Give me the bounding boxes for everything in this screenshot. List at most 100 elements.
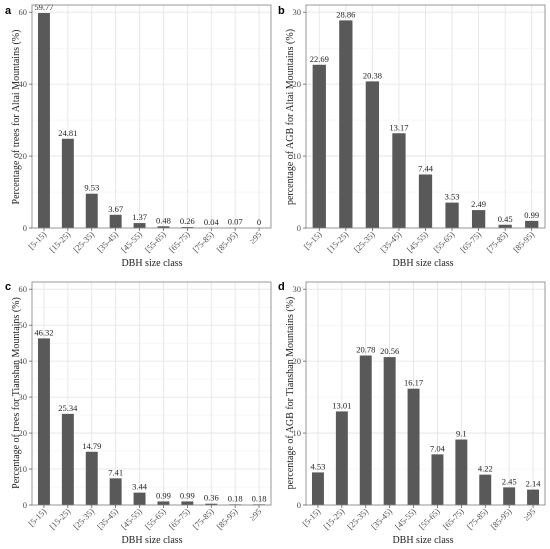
data-label: 28.86: [336, 9, 355, 19]
y-tick-label: 50: [19, 320, 28, 330]
x-axis-label: DBH size class: [121, 535, 182, 546]
data-label: 0: [257, 217, 261, 227]
bar-[45-55): [133, 492, 146, 505]
x-axis-label: DBH size class: [392, 535, 453, 546]
bar-[65-75): [181, 227, 194, 228]
bar-[65-75): [455, 439, 468, 505]
bar-[35-45): [109, 214, 122, 228]
chart-panel-d: 4.53 13.01 20.78 20.56 16.17 7.04 9.1 4.22 2.45 2…: [278, 281, 546, 546]
bar-[5-15): [37, 338, 50, 505]
data-label: 0.99: [180, 490, 195, 500]
data-label: 7.41: [108, 467, 123, 477]
data-label: 0.18: [228, 493, 243, 503]
data-label: 0.99: [156, 490, 171, 500]
y-axis-label: Percentage of trees for Altai Mountains …: [11, 30, 22, 205]
data-label: 46.32: [34, 327, 53, 337]
x-tick-label: [45-55): [405, 229, 430, 254]
data-label: 16.17: [404, 378, 423, 388]
y-tick-label: 30: [19, 392, 28, 402]
y-axis-label: percentage of AGB for Altai Mountains (%…: [285, 29, 296, 205]
bar-[65-75): [181, 501, 194, 505]
x-axis-label: DBH size class: [392, 258, 453, 269]
x-tick-label: [5-15): [26, 506, 48, 528]
bar-[35-45): [383, 357, 396, 505]
y-tick-label: 0: [297, 223, 301, 233]
bar-[25-35): [85, 193, 98, 228]
bar-[55-65): [157, 501, 170, 505]
data-label: 0.18: [252, 493, 267, 503]
data-label: 7.04: [430, 443, 446, 453]
x-tick-label: [75-85): [191, 506, 216, 531]
plot-area: 59.77 24.81 9.53 3.67 1.37 0.48 0.26 0.04 0.07 0 0…: [19, 2, 272, 254]
data-label: 2.14: [526, 479, 542, 489]
bar-[25-35): [85, 451, 98, 505]
x-tick-label: [55-65): [417, 506, 442, 531]
x-tick-label: [45-55): [119, 229, 144, 254]
x-tick-label: [45-55): [393, 506, 418, 531]
y-tick-label: 30: [293, 7, 302, 17]
chart-panel-b: 22.69 28.86 20.38 13.17 7.44 3.53 2.49 0.45 0.99…: [278, 4, 546, 269]
data-label: 20.56: [380, 346, 399, 356]
data-label: 0.36: [204, 493, 219, 503]
data-label: 3.44: [132, 482, 148, 492]
x-tick-label: [35-45): [369, 506, 394, 531]
bar-[15-25): [61, 138, 74, 228]
data-label: 2.49: [471, 199, 486, 209]
bar-[15-25): [335, 411, 348, 505]
data-label: 9.1: [456, 429, 467, 439]
x-tick-label: [35-45): [95, 506, 120, 531]
bar-[85-95): [503, 487, 516, 505]
bar-[15-25): [61, 413, 74, 505]
bar-[25-35): [359, 355, 372, 505]
bar-[75-85): [479, 474, 492, 505]
plot-area: 46.32 25.34 14.79 7.41 3.44 0.99 0.99 0.36 0.18 0…: [19, 281, 272, 531]
data-label: 20.78: [356, 345, 375, 355]
data-label: 2.45: [502, 476, 517, 486]
y-axis-label: percentage of AGB for Tianshan Mountains…: [285, 297, 296, 490]
data-label: 0.26: [180, 216, 195, 226]
y-tick-label: 30: [293, 284, 302, 294]
bar-[35-45): [109, 478, 122, 505]
plot-area: 22.69 28.86 20.38 13.17 7.44 3.53 2.49 0.45 0.99…: [293, 4, 546, 254]
data-label: 3.53: [445, 192, 460, 202]
data-label: 3.67: [108, 204, 123, 214]
y-tick-label: 10: [293, 428, 302, 438]
data-label: 0.07: [228, 217, 243, 227]
x-tick-label: [75-85): [484, 229, 509, 254]
x-tick-label: [5-15): [300, 506, 322, 528]
y-tick-label: 60: [19, 7, 28, 17]
data-label: 13.01: [332, 400, 351, 410]
data-label: 4.22: [478, 464, 493, 474]
y-tick-label: 40: [19, 356, 28, 366]
x-tick-label: [85-95): [214, 229, 239, 254]
bar-[75-85): [498, 224, 512, 228]
x-tick-label: [65-75): [167, 506, 192, 531]
bar-[45-55): [418, 174, 433, 228]
y-tick-label: 20: [19, 428, 28, 438]
x-tick-label: [85-95): [488, 506, 513, 531]
x-tick-label: [25-35): [345, 506, 370, 531]
x-tick-label: [25-35): [352, 229, 377, 254]
plot-frame: [31, 4, 272, 229]
data-label: 1.37: [132, 212, 147, 222]
bar-[35-45): [392, 133, 406, 228]
data-label: 20.38: [363, 70, 382, 80]
bar-[5-15): [312, 64, 326, 229]
data-label: 0.45: [498, 214, 513, 224]
bar-[55-65): [157, 226, 170, 228]
data-label: 13.17: [389, 122, 408, 132]
bar-[75-85): [205, 503, 218, 505]
bar-[45-55): [407, 388, 420, 505]
x-tick-label: [65-75): [458, 229, 483, 254]
chart-panel-c: 46.32 25.34 14.79 7.41 3.44 0.99 0.99 0.36 0.18 0…: [5, 281, 272, 546]
bar-≥95: [527, 489, 540, 505]
x-tick-label: [15-25): [325, 229, 350, 254]
data-label: 0.99: [524, 210, 539, 220]
bar-[65-75): [471, 210, 486, 228]
y-tick-label: 20: [293, 356, 302, 366]
bar-[55-65): [431, 454, 444, 505]
x-tick-label: [35-45): [95, 229, 120, 254]
y-tick-label: 0: [23, 500, 27, 510]
data-label: 0.48: [156, 215, 171, 225]
data-label: 59.77: [34, 2, 53, 12]
